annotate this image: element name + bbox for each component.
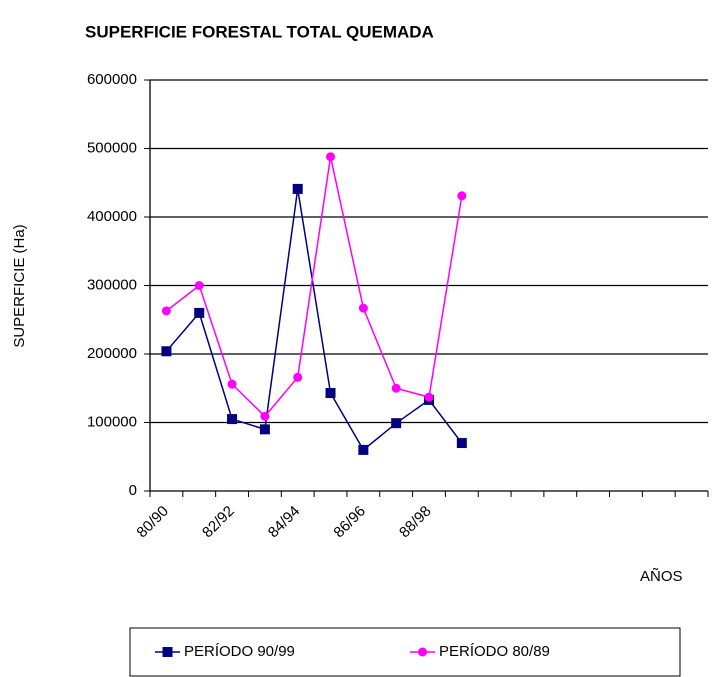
data-point bbox=[227, 414, 238, 425]
y-tick-label: 500000 bbox=[87, 139, 137, 156]
series-line bbox=[165, 188, 463, 452]
x-axis-label: AÑOS bbox=[640, 568, 683, 585]
data-point bbox=[456, 438, 467, 449]
data-point bbox=[161, 306, 171, 316]
y-tick-label: 400000 bbox=[87, 208, 137, 225]
y-tick-label: 100000 bbox=[87, 413, 137, 430]
y-axis-label: SUPERFICIE (Ha) bbox=[11, 224, 28, 347]
x-tick-label: 84/94 bbox=[265, 503, 304, 542]
data-point bbox=[227, 379, 237, 389]
legend-marker bbox=[162, 647, 173, 657]
data-point bbox=[293, 372, 303, 382]
x-tick-label: 82/92 bbox=[199, 503, 238, 542]
data-point bbox=[259, 424, 270, 435]
data-point bbox=[161, 346, 172, 357]
data-point bbox=[292, 183, 303, 194]
chart-title: SUPERFICIE FORESTAL TOTAL QUEMADA bbox=[85, 22, 434, 41]
data-point bbox=[358, 303, 368, 313]
data-point bbox=[391, 383, 401, 393]
data-point bbox=[391, 418, 402, 429]
x-tick-label: 80/90 bbox=[133, 503, 172, 542]
data-point bbox=[260, 411, 270, 421]
y-tick-label: 0 bbox=[129, 482, 137, 499]
y-tick-label: 200000 bbox=[87, 345, 137, 362]
y-tick-label: 300000 bbox=[87, 276, 137, 293]
x-tick-label: 88/98 bbox=[396, 503, 435, 542]
data-point bbox=[326, 152, 336, 162]
x-tick-label: 86/96 bbox=[330, 503, 369, 542]
data-point bbox=[358, 444, 369, 455]
data-point bbox=[194, 281, 204, 290]
y-tick-label: 600000 bbox=[87, 71, 137, 88]
data-point bbox=[457, 191, 467, 201]
data-point bbox=[194, 307, 205, 318]
data-point bbox=[424, 392, 434, 402]
series-line bbox=[165, 156, 463, 418]
legend-label: PERÍODO 90/99 bbox=[184, 643, 295, 660]
legend-label: PERÍODO 80/89 bbox=[439, 643, 550, 660]
legend-marker bbox=[418, 647, 427, 657]
legend-box bbox=[129, 627, 681, 677]
data-point bbox=[325, 388, 336, 399]
